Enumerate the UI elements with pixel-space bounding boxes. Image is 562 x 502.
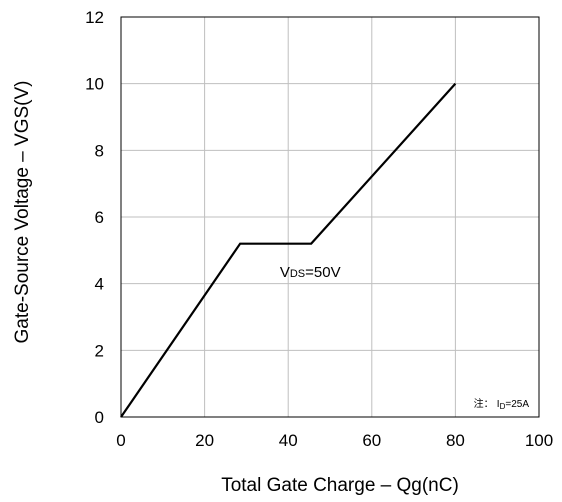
annotation-vds: VDS=50V	[280, 264, 341, 281]
plot-frame	[120, 16, 540, 418]
series-line	[120, 82, 457, 418]
x-tick-label: 20	[195, 431, 214, 450]
y-axis-ticks: 0 2 4 6 8 10 12	[85, 8, 104, 427]
y-tick-label: 8	[95, 141, 104, 160]
x-tick-label: 100	[525, 431, 553, 450]
x-tick-label: 40	[279, 431, 298, 450]
x-tick-label: 60	[362, 431, 381, 450]
series-layer	[120, 82, 457, 418]
grid	[121, 17, 539, 417]
y-tick-label: 12	[85, 8, 104, 27]
y-tick-label: 0	[95, 408, 104, 427]
y-tick-label: 2	[95, 341, 104, 360]
note-id: 注： ID=25A	[474, 397, 530, 411]
y-tick-label: 10	[85, 75, 104, 94]
annotations: VDS=50V 注： ID=25A	[280, 264, 529, 411]
y-tick-label: 4	[95, 275, 104, 294]
x-tick-label: 80	[446, 431, 465, 450]
y-tick-label: 6	[95, 208, 104, 227]
x-axis-title: Total Gate Charge – Qg(nC)	[221, 475, 459, 496]
x-tick-label: 0	[116, 431, 125, 450]
y-axis-title: Gate-Source Voltage – VGS(V)	[12, 81, 33, 344]
x-axis-ticks: 0 20 40 60 80 100	[116, 431, 553, 450]
